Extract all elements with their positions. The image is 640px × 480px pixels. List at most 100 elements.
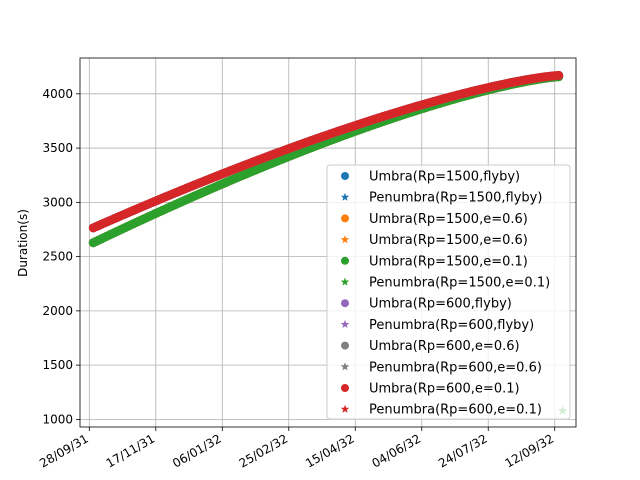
y-axis-label: Duration(s)	[16, 209, 30, 277]
data-point	[219, 179, 228, 187]
data-point	[102, 231, 111, 240]
data-point	[116, 225, 124, 233]
data-point	[539, 72, 547, 81]
legend-label: Umbra(Rp=600,e=0.1)	[369, 382, 520, 397]
data-point	[496, 80, 504, 88]
data-point	[219, 169, 228, 177]
data-point	[235, 172, 244, 180]
data-point	[156, 195, 164, 203]
data-point	[424, 98, 433, 106]
data-point	[459, 89, 467, 97]
data-point	[267, 150, 276, 158]
legend-label: Umbra(Rp=1500,e=0.6)	[369, 212, 528, 227]
data-point	[307, 143, 316, 151]
data-point	[100, 233, 108, 241]
data-point	[142, 200, 151, 208]
data-point	[477, 84, 486, 93]
data-point	[531, 74, 539, 82]
data-point	[211, 182, 220, 190]
data-point	[211, 172, 220, 180]
data-point	[164, 203, 172, 211]
data-point	[294, 141, 302, 149]
data-point	[475, 85, 483, 93]
data-point	[504, 79, 512, 87]
data-point	[435, 95, 443, 103]
data-point	[451, 91, 459, 99]
legend-marker	[341, 299, 349, 308]
data-point	[92, 237, 100, 245]
data-point	[177, 197, 185, 205]
data-point	[148, 210, 156, 219]
legend-marker	[341, 256, 349, 265]
data-point	[520, 75, 528, 84]
data-point	[416, 101, 425, 109]
data-point	[233, 163, 241, 172]
data-point	[97, 220, 106, 228]
data-point	[546, 71, 555, 80]
data-point	[299, 139, 308, 147]
data-point	[283, 152, 292, 160]
data-point	[453, 90, 462, 98]
data-point	[206, 174, 215, 182]
data-point	[469, 86, 478, 94]
data-point	[150, 197, 159, 205]
data-point	[552, 71, 560, 79]
data-point	[461, 88, 470, 96]
data-point	[246, 158, 254, 166]
legend-label: Penumbra(Rp=1500,e=0.1)	[369, 276, 550, 291]
data-point	[214, 171, 223, 179]
data-point	[541, 72, 550, 80]
data-point	[339, 131, 348, 139]
data-point	[257, 154, 265, 162]
data-point	[209, 173, 217, 181]
data-point	[302, 138, 310, 146]
data-point	[243, 168, 252, 177]
legend-label: Umbra(Rp=1500,e=0.1)	[369, 254, 528, 269]
data-point	[169, 201, 177, 209]
data-point	[182, 184, 191, 192]
data-point	[225, 167, 233, 175]
data-point	[445, 92, 454, 101]
data-point	[320, 138, 329, 146]
data-point	[134, 203, 143, 212]
data-point	[291, 142, 300, 150]
data-point	[142, 213, 151, 221]
data-point	[166, 202, 175, 210]
data-point	[342, 130, 350, 138]
data-point	[328, 135, 337, 143]
data-point	[533, 73, 542, 81]
data-point	[132, 205, 140, 213]
data-point	[278, 154, 286, 162]
data-point	[289, 150, 297, 158]
data-point	[110, 228, 119, 236]
data-point	[113, 226, 121, 235]
data-point	[368, 120, 377, 129]
data-point	[187, 181, 196, 190]
legend-entry: Umbra(Rp=600,flyby)	[341, 297, 512, 312]
data-point	[374, 113, 382, 122]
data-point	[179, 185, 188, 193]
legend-marker	[340, 277, 350, 286]
data-point	[89, 223, 98, 231]
data-point	[336, 132, 345, 140]
data-point	[400, 105, 409, 113]
data-point	[134, 217, 143, 225]
data-point	[289, 142, 297, 151]
data-point	[108, 215, 116, 223]
data-point	[177, 186, 185, 194]
data-point	[379, 112, 387, 120]
legend-marker	[341, 214, 349, 223]
data-point	[286, 151, 294, 159]
data-point	[102, 217, 111, 225]
data-point	[195, 178, 204, 186]
legend-entry: Umbra(Rp=1500,e=0.1)	[341, 254, 528, 269]
data-point	[443, 93, 451, 101]
data-point	[203, 185, 212, 194]
data-point	[507, 78, 515, 86]
data-point	[185, 182, 193, 191]
data-point	[315, 140, 324, 148]
data-point	[257, 163, 265, 171]
data-point	[302, 145, 310, 153]
legend-marker	[340, 319, 350, 328]
legend-label: Penumbra(Rp=600,e=0.6)	[369, 360, 542, 375]
